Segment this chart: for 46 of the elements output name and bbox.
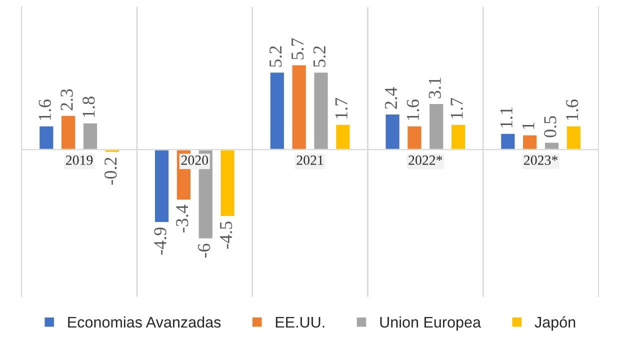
bar	[290, 64, 308, 150]
bar	[406, 124, 423, 150]
bar	[450, 124, 466, 150]
data-label: -6	[198, 244, 210, 258]
bar	[500, 132, 516, 150]
bar	[428, 102, 445, 150]
bar	[522, 134, 538, 150]
bar	[268, 71, 286, 150]
data-label: -0.2	[104, 158, 117, 185]
data-label: 1	[522, 122, 534, 129]
bar	[312, 71, 330, 150]
legend-label: EE.UU.	[276, 316, 324, 328]
data-label: -4.9	[154, 228, 166, 255]
x-tick-label: 2020	[181, 156, 208, 165]
bar	[334, 124, 352, 150]
bar	[82, 122, 98, 150]
data-label: 3.1	[428, 78, 441, 98]
x-tick-label: 2019	[66, 156, 93, 165]
data-label: 1.7	[335, 98, 348, 118]
data-label: 1.6	[38, 99, 51, 120]
x-tick-label: 2023*	[524, 156, 558, 165]
x-tick-label: 2021	[296, 156, 324, 165]
bar	[219, 148, 236, 218]
legend-label: Japón	[534, 316, 576, 331]
data-label: 0.5	[544, 116, 556, 138]
data-label: 1.1	[500, 107, 513, 128]
legend-label: Economias Avanzadas	[68, 316, 221, 328]
bar	[565, 124, 582, 150]
data-label: -3.4	[176, 204, 188, 232]
data-label: 1.7	[450, 98, 463, 118]
bar	[60, 114, 77, 150]
x-tick-label: 2022*	[408, 156, 442, 165]
bar	[38, 124, 55, 150]
data-label: 2.3	[60, 89, 73, 110]
bar	[544, 141, 560, 150]
bar	[384, 113, 401, 150]
data-label: 1.8	[82, 96, 95, 117]
data-label: 2.4	[384, 87, 398, 109]
data-label: 5.2	[313, 46, 326, 67]
data-label: 5.2	[270, 46, 282, 67]
data-label: 1.6	[406, 99, 420, 120]
data-label: -4.5	[220, 222, 232, 249]
data-label: 1.6	[566, 99, 578, 120]
bar	[154, 148, 170, 224]
legend-label: Union Europea	[380, 316, 482, 331]
data-label: 5.7	[292, 38, 304, 60]
